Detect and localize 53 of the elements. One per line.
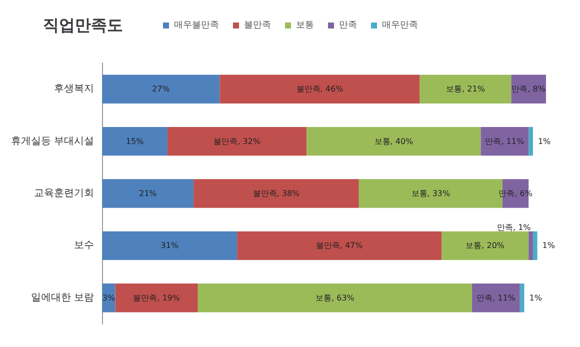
data-label: 27%: [152, 84, 170, 94]
data-label: 1%: [538, 136, 552, 146]
y-tick-label: 교육훈련기회: [34, 188, 94, 199]
bar: [480, 126, 529, 156]
bar: [528, 126, 533, 156]
bar: [520, 284, 524, 312]
data-label: 보통, 63%: [316, 293, 355, 302]
data-label: 31%: [160, 241, 179, 250]
bar: [102, 231, 238, 260]
data-label: 불만족, 32%: [214, 136, 261, 146]
bar: [194, 179, 359, 208]
chart-title: 직업만족도: [43, 16, 123, 34]
data-label: 21%: [138, 189, 158, 198]
legend-label: 보통: [296, 20, 314, 30]
bar: [102, 74, 220, 104]
data-label: 1%: [529, 293, 542, 302]
data-label: 보통, 33%: [411, 189, 451, 198]
y-tick-label: 휴게실등 부대시설: [10, 136, 94, 147]
bar: [472, 284, 520, 312]
y-tick-label: 보수: [74, 240, 94, 252]
legend-label: 매우불만족: [174, 20, 219, 30]
data-label: 불만족, 46%: [296, 84, 344, 94]
bar: [198, 284, 472, 312]
bar: [237, 231, 442, 260]
legend-label: 만족: [339, 20, 357, 30]
y-tick-label: 후생복지: [54, 84, 94, 95]
data-label: 불만족, 19%: [133, 293, 180, 302]
data-label: 만족, 11%: [476, 293, 516, 302]
bar: [511, 74, 546, 104]
data-label: 불만족, 47%: [316, 241, 364, 250]
y-tick-label: 일에대한 보람: [30, 292, 94, 304]
bar: [102, 126, 168, 156]
legend-label: 불만족: [244, 20, 271, 30]
bar: [420, 74, 512, 104]
legend-label: 매우만족: [382, 20, 418, 30]
data-label: 3%: [102, 293, 116, 302]
data-label: 만족, 8%: [512, 84, 546, 94]
data-label: 보통, 40%: [374, 136, 414, 146]
bar: [167, 126, 307, 156]
data-label: 만족, 11%: [485, 136, 524, 146]
bar: [306, 126, 481, 156]
data-label: 1%: [542, 241, 556, 250]
data-label: 만족, 1%: [496, 222, 532, 232]
bar: [102, 179, 194, 208]
bar: [442, 231, 529, 260]
bar: [532, 231, 538, 260]
data-label: 15%: [126, 136, 144, 146]
bar: [528, 231, 533, 260]
bar: [115, 284, 198, 312]
bar: [220, 74, 420, 104]
data-label: 보통, 20%: [466, 241, 505, 250]
data-label: 보통, 21%: [446, 84, 486, 94]
data-label: 불만족, 38%: [252, 189, 300, 198]
